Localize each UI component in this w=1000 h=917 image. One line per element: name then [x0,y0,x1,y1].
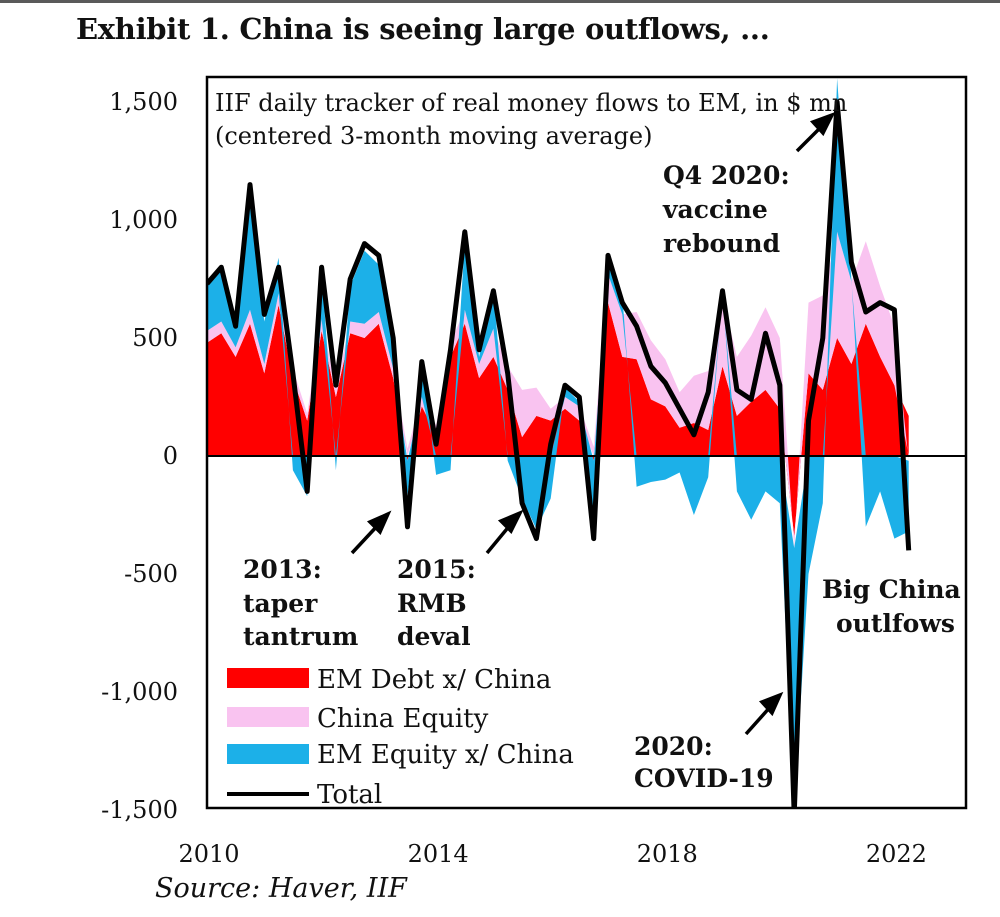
y-tick-label: -500 [124,560,178,588]
x-tick-label: 2022 [866,840,927,868]
annotation-taper-line3: tantrum [243,622,358,651]
legend-label-total: Total [317,780,382,810]
top-rule [0,0,1000,3]
plot-frame [205,75,968,810]
y-tick-label: -1,500 [101,796,178,824]
annotation-china-outflows-line2: outlfows [836,609,955,638]
y-tick-label: 1,500 [109,88,178,116]
legend-swatch-china-equity [227,707,309,727]
x-tick-label: 2018 [637,840,698,868]
y-tick-label: 0 [163,442,178,470]
area-em-equity [207,78,909,808]
legend-swatch-em-debt [227,668,309,688]
legend-label-china-equity: China Equity [317,704,489,734]
x-tick-label: 2010 [178,840,239,868]
area-china-equity [207,231,909,549]
chart-subtitle: (centered 3-month moving average) [215,122,652,150]
source-note: Source: Haver, IIF [155,873,407,904]
annotation-covid-line2: COVID-19 [634,764,774,793]
annotation-arrows [350,111,836,736]
arrow-covid-head [758,691,784,717]
annotation-rmb-line2: RMB [397,589,467,618]
series-line-total [207,99,912,808]
y-tick-label: 1,000 [109,206,178,234]
legend-label-em-equity: EM Equity x/ China [317,740,574,770]
arrow-covid [744,704,773,736]
annotation-rmb-line3: deval [397,622,471,651]
annotation-vaccine-line1: Q4 2020: [663,161,790,190]
arrow-taper-head [366,510,392,536]
annotation-rmb-line1: 2015: [397,555,476,584]
annotation-taper-line1: 2013: [243,555,322,584]
x-tick-label: 2014 [408,840,469,868]
annotation-taper-line2: taper [243,589,318,618]
annotation-vaccine-line3: rebound [663,229,780,258]
arrow-rmb-head [497,509,524,534]
y-tick-label: -1,000 [101,678,178,706]
annotation-china-outflows-line1: Big China [822,575,961,604]
y-tick-label: 500 [132,324,178,352]
annotation-vaccine-line2: vaccine [662,195,768,224]
legend-swatch-em-equity [227,744,309,764]
legend-label-em-debt: EM Debt x/ China [317,665,551,695]
chart-title: IIF daily tracker of real money flows to… [215,89,847,117]
annotation-covid-line1: 2020: [634,732,713,761]
legend: EM Debt x/ China China Equity EM Equity … [227,665,574,810]
arrow-vaccine-head [809,111,836,137]
exhibit-title: Exhibit 1. China is seeing large outflow… [76,12,770,46]
